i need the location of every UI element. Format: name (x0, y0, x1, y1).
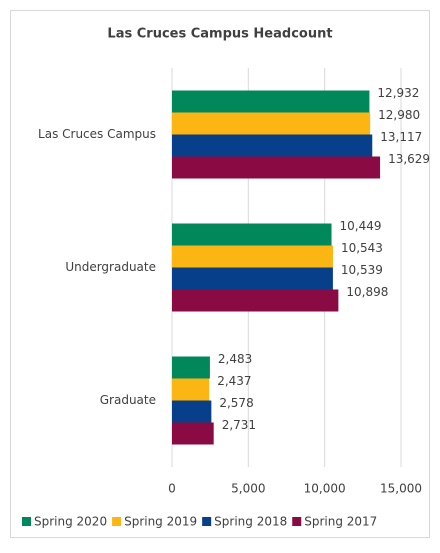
bar (172, 267, 333, 290)
bar (172, 400, 212, 423)
data-label: 2,437 (217, 374, 251, 388)
data-label: 10,898 (346, 285, 388, 299)
legend-label: Spring 2019 (124, 515, 197, 529)
data-label: 10,539 (341, 263, 383, 277)
bar (172, 422, 214, 445)
data-label: 10,543 (341, 241, 383, 255)
bar (172, 112, 371, 135)
x-tick-label: 15,000 (380, 482, 422, 496)
bar (172, 223, 332, 246)
data-label: 10,449 (340, 219, 382, 233)
data-label: 2,578 (219, 396, 253, 410)
data-label: 2,731 (222, 418, 256, 432)
bar (172, 90, 370, 113)
data-label: 12,980 (378, 108, 420, 122)
legend-label: Spring 2018 (214, 515, 287, 529)
data-label: 13,117 (380, 130, 422, 144)
data-label: 2,483 (218, 352, 252, 366)
legend-swatch (112, 517, 122, 526)
legend-label: Spring 2020 (34, 515, 107, 529)
chart-title: Las Cruces Campus Headcount (107, 27, 332, 42)
bar (172, 356, 210, 379)
legend-swatch (202, 517, 212, 526)
legend-label: Spring 2017 (304, 515, 377, 529)
data-label: 12,932 (377, 86, 419, 100)
bar (172, 156, 381, 179)
x-tick-label: 0 (168, 482, 176, 496)
legend-swatch (292, 517, 302, 526)
y-tick-label: Las Cruces Campus (38, 127, 156, 141)
data-label: 13,629 (388, 152, 430, 166)
y-tick-label: Undergraduate (65, 260, 156, 274)
bar (172, 378, 210, 401)
x-tick-label: 5,000 (231, 482, 265, 496)
bar (172, 289, 339, 312)
legend-swatch (22, 517, 31, 526)
bar (172, 134, 373, 157)
y-tick-label: Graduate (100, 393, 156, 407)
x-tick-label: 10,000 (304, 482, 346, 496)
bar (172, 245, 333, 268)
